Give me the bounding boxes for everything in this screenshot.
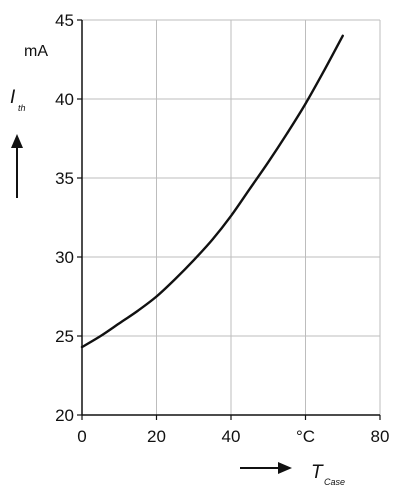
series-curve-group xyxy=(82,36,343,347)
y-axis-label: I th xyxy=(10,87,26,113)
x-tick-label: 80 xyxy=(371,427,390,446)
x-axis-label-main: T xyxy=(311,462,324,483)
y-unit-label: mA xyxy=(24,43,48,60)
x-axis-label-sub: Case xyxy=(324,477,345,487)
y-tick-label: 30 xyxy=(55,248,74,267)
x-tick-labels: 0 20 40 °C 80 xyxy=(77,427,389,446)
x-tick-label: 40 xyxy=(222,427,241,446)
x-axis-label: T Case xyxy=(311,462,345,487)
x-axis-arrow-icon xyxy=(240,462,292,474)
x-tick-label: 0 xyxy=(77,427,86,446)
y-tick-label: 45 xyxy=(55,11,74,30)
y-axis-label-main: I xyxy=(10,87,16,108)
y-tick-label: 20 xyxy=(55,406,74,425)
y-axis-label-sub: th xyxy=(18,103,26,113)
x-tick-label: °C xyxy=(296,427,315,446)
y-tick-label: 40 xyxy=(55,90,74,109)
y-axis-arrow-icon xyxy=(11,134,23,198)
x-tick-label: 20 xyxy=(147,427,166,446)
series-line xyxy=(82,36,343,347)
y-tick-labels: 20 25 30 35 40 45 xyxy=(55,11,74,425)
y-tick-label: 35 xyxy=(55,169,74,188)
y-tick-label: 25 xyxy=(55,327,74,346)
